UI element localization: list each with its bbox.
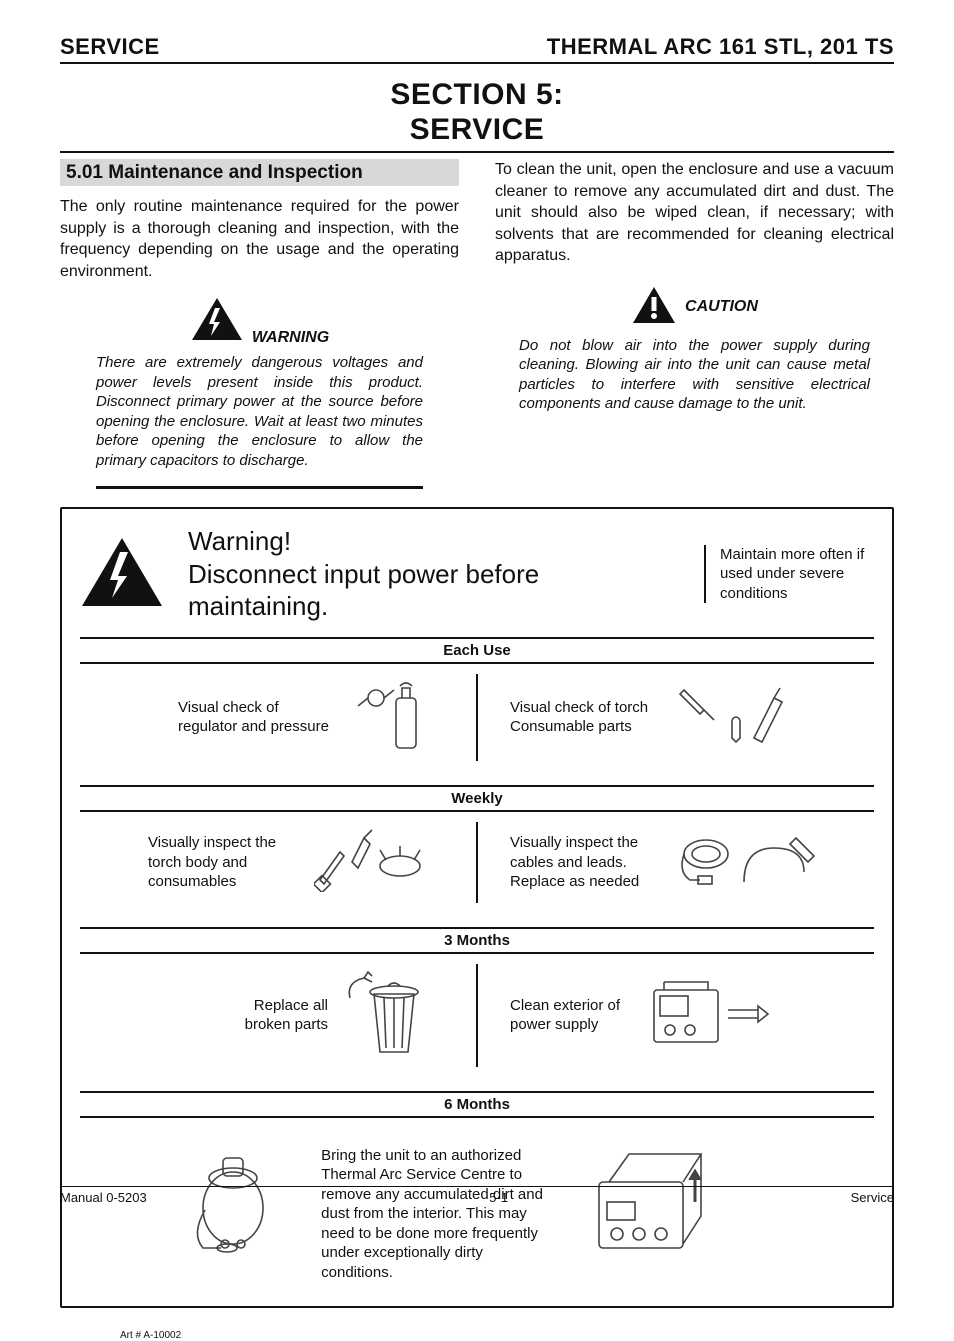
footer-left: Manual 0-5203 — [60, 1190, 147, 1205]
regulator-icon — [354, 680, 444, 755]
exclamation-triangle-icon — [631, 285, 677, 330]
section-title-line1: SECTION 5: — [60, 78, 894, 113]
schedule-header-weekly: Weekly — [80, 785, 874, 812]
schedule-text: Bring the unit to an authorized Thermal … — [321, 1146, 551, 1283]
schedule-divider — [476, 964, 478, 1067]
power-supply-icon — [646, 972, 776, 1059]
big-warning-row: Warning! Disconnect input power before m… — [80, 525, 874, 623]
warning-label: WARNING — [252, 329, 329, 347]
caution-header: CAUTION — [519, 285, 870, 330]
schedule-cell: Visually inspect the cables and leads. R… — [510, 828, 834, 897]
big-warning-text: Warning! Disconnect input power before m… — [188, 525, 644, 623]
schedule-text: Visually inspect the torch body and cons… — [148, 833, 298, 892]
section-title-line2: SERVICE — [60, 113, 894, 148]
schedule-text: Visual check of regulator and pressure — [178, 698, 338, 737]
left-intro-text: The only routine maintenance required fo… — [60, 196, 459, 282]
power-supply-open-icon — [575, 1138, 725, 1273]
big-warning-line2: Disconnect input power before maintainin… — [188, 558, 644, 623]
schedule-cell: Visually inspect the torch body and cons… — [120, 828, 444, 897]
footer-center: 5-1 — [489, 1190, 508, 1205]
page-header: SERVICE THERMAL ARC 161 STL, 201 TS — [60, 34, 894, 64]
warning-text: There are extremely dangerous voltages a… — [96, 353, 423, 470]
right-column: To clean the unit, open the enclosure an… — [495, 159, 894, 489]
schedule-divider — [476, 822, 478, 903]
footer-right: Service — [851, 1190, 894, 1205]
schedule-header-6months: 6 Months — [80, 1091, 874, 1118]
right-intro-text: To clean the unit, open the enclosure an… — [495, 159, 894, 267]
section-title: SECTION 5: SERVICE — [60, 78, 894, 147]
caution-label: CAUTION — [685, 298, 758, 316]
subsection-heading: 5.01 Maintenance and Inspection — [60, 159, 459, 186]
header-right: THERMAL ARC 161 STL, 201 TS — [547, 34, 894, 60]
big-warning-line1: Warning! — [188, 525, 644, 558]
schedule-cell: Replace all broken parts — [120, 970, 444, 1061]
torch-parts-icon — [676, 680, 786, 755]
caution-text: Do not blow air into the power supply du… — [519, 336, 870, 414]
schedule-divider — [476, 674, 478, 761]
lightning-triangle-icon — [190, 296, 244, 347]
cables-icon — [676, 828, 826, 897]
left-column: 5.01 Maintenance and Inspection The only… — [60, 159, 459, 489]
art-number: Art # A-10002 — [120, 1330, 181, 1341]
lightning-triangle-icon — [80, 536, 164, 613]
schedule-cell: Clean exterior of power supply — [510, 972, 834, 1059]
warning-block: WARNING There are extremely dangerous vo… — [96, 296, 423, 489]
warning-header: WARNING — [96, 296, 423, 347]
schedule-cell: Visual check of regulator and pressure — [120, 680, 444, 755]
maintain-note: Maintain more often if used under severe… — [704, 545, 874, 604]
schedule-text: Replace all broken parts — [218, 996, 328, 1035]
torch-body-icon — [314, 828, 444, 897]
caution-block: CAUTION Do not blow air into the power s… — [519, 285, 870, 414]
schedule-row-weekly: Visually inspect the torch body and cons… — [80, 812, 874, 913]
page-footer: Manual 0-5203 5-1 Service — [60, 1186, 894, 1205]
schedule-text: Visual check of torch Consumable parts — [510, 698, 660, 737]
schedule-cell: Visual check of torch Consumable parts — [510, 680, 834, 755]
schedule-row-eachuse: Visual check of regulator and pressure V… — [80, 664, 874, 771]
header-left: SERVICE — [60, 34, 160, 60]
section-title-rule — [60, 151, 894, 153]
schedule-text: Clean exterior of power supply — [510, 996, 630, 1035]
schedule-header-eachuse: Each Use — [80, 637, 874, 664]
schedule-header-3months: 3 Months — [80, 927, 874, 954]
schedule-text: Visually inspect the cables and leads. R… — [510, 833, 660, 892]
content-columns: 5.01 Maintenance and Inspection The only… — [60, 159, 894, 489]
schedule-row-3months: Replace all broken parts Clean exterior … — [80, 954, 874, 1077]
trash-icon — [344, 970, 444, 1061]
